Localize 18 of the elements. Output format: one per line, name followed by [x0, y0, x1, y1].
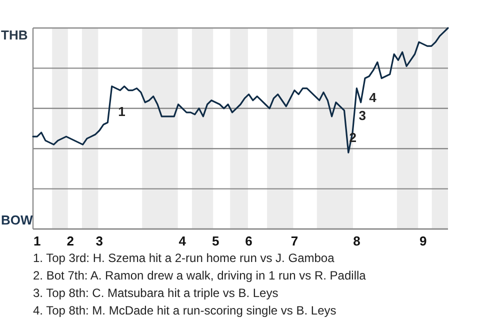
x-tick-label: 5 — [212, 233, 220, 248]
text: BOW — [1, 212, 34, 228]
x-tick-label: 9 — [419, 233, 427, 248]
x-tick-label: 3 — [96, 233, 104, 248]
x-tick-label: 6 — [245, 233, 252, 248]
text: THB — [1, 27, 28, 42]
x-tick-label: 7 — [290, 233, 298, 248]
text: 1. Top 3rd: H. Szema hit a 2-run home run vs J. Gamboa — [33, 251, 335, 265]
text: 2. Bot 7th: A. Ramon drew a walk, driving in 1 run vs R. Padilla — [33, 268, 366, 282]
x-tick-label: 4 — [178, 233, 187, 248]
x-tick-label: 2 — [66, 233, 74, 248]
x-tick-label: 1 — [34, 233, 41, 248]
text: 3. Top 8th: C. Matsubara hit a triple vs B. Leys — [33, 286, 278, 300]
x-tick-label: 8 — [353, 233, 360, 248]
text: 4. Top 8th: M. McDade hit a run-scoring single vs B. Leys — [33, 304, 336, 318]
annotation: 1 — [118, 104, 126, 119]
annotation: 3 — [358, 108, 366, 123]
annotation: 4 — [369, 90, 378, 105]
